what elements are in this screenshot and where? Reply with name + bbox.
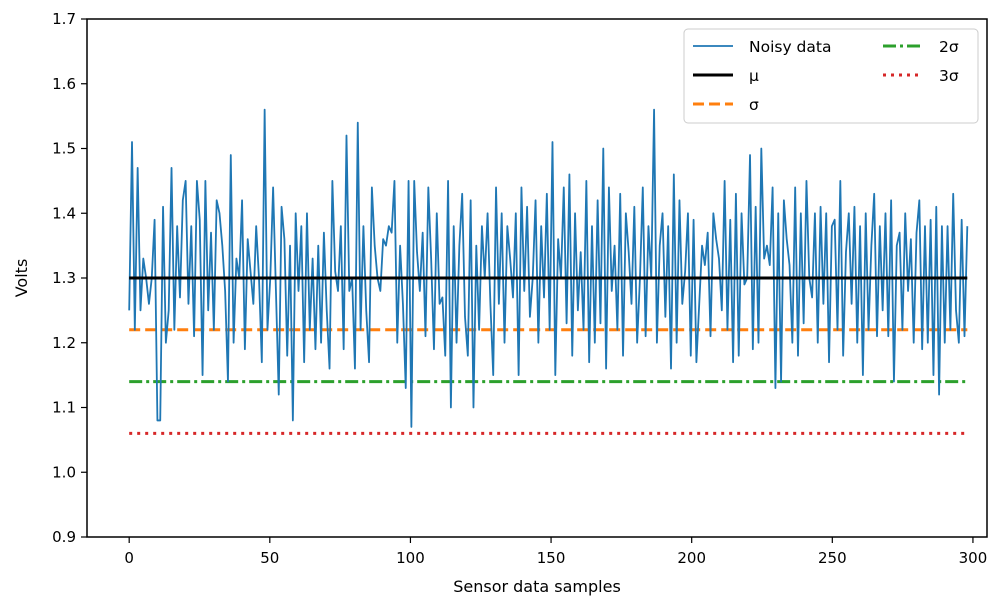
y-tick-label: 1.1 (52, 399, 76, 417)
legend-label: σ (749, 96, 759, 114)
y-tick-label: 1.6 (52, 75, 76, 93)
x-tick-label: 300 (959, 549, 988, 567)
x-axis-label: Sensor data samples (453, 577, 621, 596)
x-tick-label: 100 (396, 549, 425, 567)
legend-label: Noisy data (749, 38, 831, 56)
x-tick-label: 50 (260, 549, 279, 567)
y-tick-label: 1.4 (52, 204, 76, 222)
legend-label: 3σ (939, 67, 959, 85)
y-tick-label: 1.2 (52, 334, 76, 352)
legend-label: μ (749, 67, 759, 85)
legend-box (683, 28, 979, 124)
x-tick-label: 150 (537, 549, 566, 567)
legend: Noisy data μσ 2σ 3σ (683, 28, 979, 124)
x-axis: 0 50 100 150 200 250 300 (124, 537, 987, 567)
x-tick-label: 0 (124, 549, 134, 567)
y-tick-label: 1.3 (52, 269, 76, 287)
y-axis-label: Volts (12, 259, 31, 298)
legend-label: 2σ (939, 38, 959, 56)
y-tick-label: 1.0 (52, 463, 76, 481)
x-tick-label: 250 (818, 549, 847, 567)
x-tick-label: 200 (677, 549, 706, 567)
y-tick-label: 1.5 (52, 140, 76, 158)
y-tick-label: 1.7 (52, 10, 76, 28)
series-line-noisy-data (128, 108, 969, 428)
y-tick-label: 0.9 (52, 528, 76, 546)
y-axis: 0.9 1.0 1.1 1.2 1.3 1.4 1.5 1.6 1.7 (52, 10, 87, 546)
